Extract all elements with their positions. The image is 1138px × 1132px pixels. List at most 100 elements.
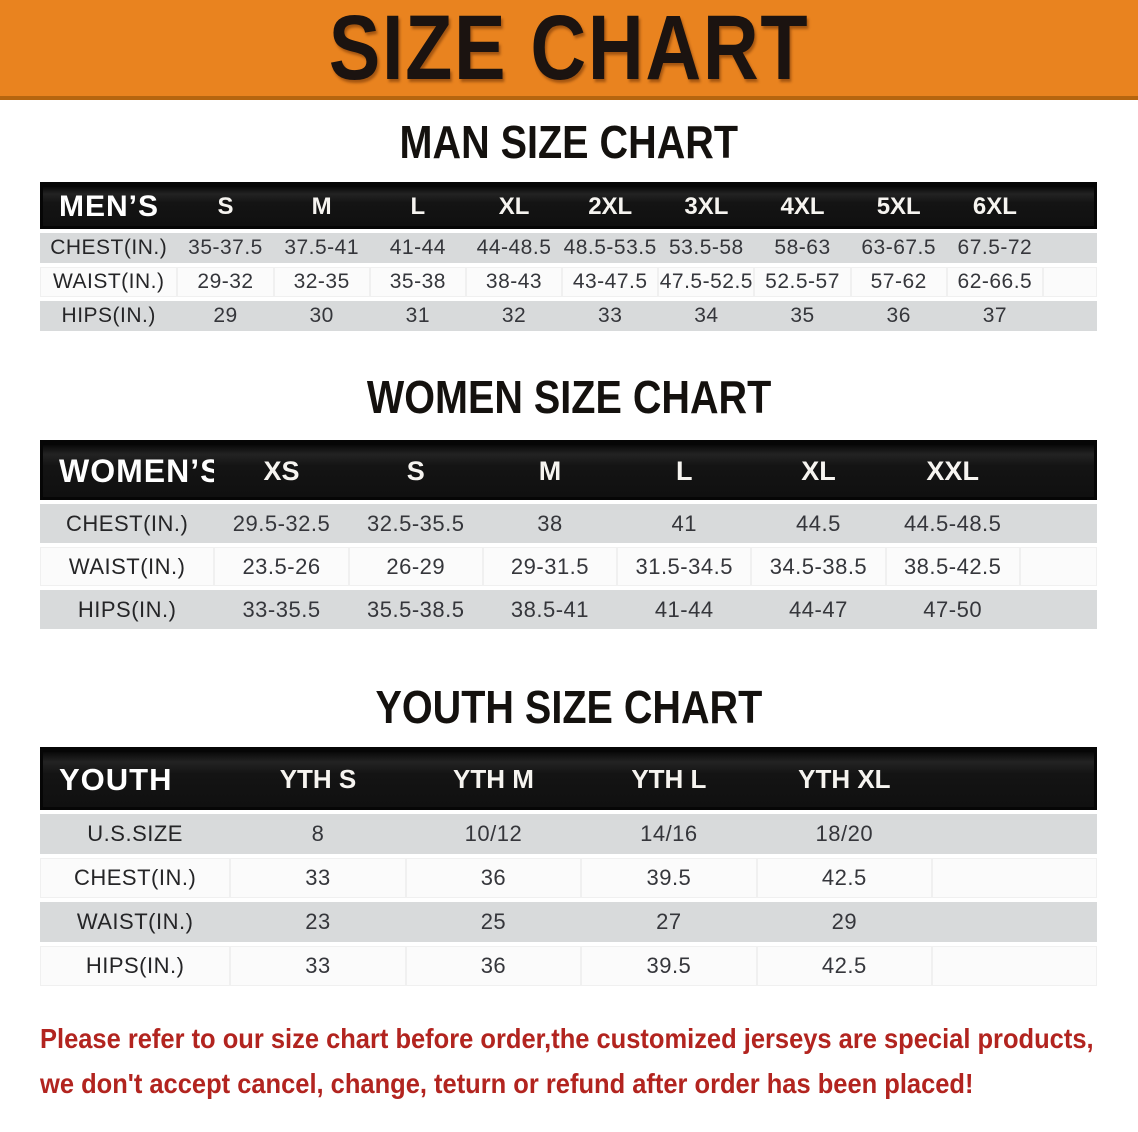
measurement-value: 47-50 (885, 590, 1020, 629)
spacer-cell (1042, 233, 1097, 263)
measurement-value: 29-32 (177, 267, 274, 297)
measurement-value: 14/16 (581, 814, 757, 854)
measurement-value: 37.5-41 (273, 233, 370, 263)
measurement-value: 41-44 (369, 233, 466, 263)
measurement-value: 39.5 (581, 858, 757, 898)
measurement-row: CHEST(IN.) 33 36 39.5 42.5 (40, 858, 1097, 898)
disclaimer: Please refer to our size chart before or… (40, 1016, 1138, 1106)
spacer-cell (1042, 301, 1097, 331)
measurement-value: 42.5 (756, 858, 933, 898)
measurement-value: 53.5-58 (658, 233, 755, 263)
measurement-value: 57-62 (850, 267, 947, 297)
measurement-value: 8 (230, 814, 406, 854)
measurement-value: 41 (617, 504, 752, 543)
measurement-value: 26-29 (348, 547, 483, 586)
measurement-value: 63-67.5 (850, 233, 947, 263)
spacer-cell (1019, 547, 1097, 586)
row-label: U.S.SIZE (40, 814, 231, 854)
size-column-header: YTH S (230, 747, 406, 810)
youth-section-heading-text: YOUTH SIZE CHART (375, 681, 763, 733)
row-label: CHEST(IN.) (40, 233, 178, 263)
measurement-value: 44.5 (751, 504, 886, 543)
spacer-cell (932, 747, 1097, 810)
size-column-header: S (177, 182, 274, 229)
size-column-header: XL (751, 440, 886, 500)
row-label: WAIST(IN.) (40, 547, 215, 586)
spacer-cell (1019, 590, 1097, 629)
measurement-row: WAIST(IN.) 29-32 32-35 35-38 38-43 43-47.5 47.… (40, 267, 1097, 297)
size-column-header: M (273, 182, 370, 229)
spacer-cell (1042, 267, 1097, 297)
measurement-value: 31.5-34.5 (617, 547, 752, 586)
size-column-header: YTH L (581, 747, 757, 810)
measurement-value: 10/12 (405, 814, 582, 854)
spacer-cell (932, 902, 1097, 942)
measurement-value: 36 (405, 858, 582, 898)
measurement-value: 32 (465, 301, 563, 331)
measurement-value: 42.5 (756, 946, 933, 986)
measurement-value: 36 (850, 301, 947, 331)
measurement-value: 38 (482, 504, 618, 543)
size-chart-banner: SIZE CHART (0, 0, 1138, 100)
size-column-header: L (617, 440, 752, 500)
measurement-value: 35.5-38.5 (348, 590, 483, 629)
measurement-value: 33 (230, 858, 406, 898)
measurement-value: 18/20 (756, 814, 933, 854)
measurement-value: 36 (405, 946, 582, 986)
table-header-row: YOUTH YTH S YTH M YTH L YTH XL (40, 747, 1097, 810)
measurement-value: 52.5-57 (754, 267, 851, 297)
table-header-row: MEN’S S M L XL 2XL 3XL 4XL 5XL 6XL (40, 182, 1097, 229)
table-group-label: WOMEN’S (40, 440, 215, 500)
measurement-value: 43-47.5 (562, 267, 659, 297)
spacer-cell (932, 858, 1097, 898)
measurement-value: 67.5-72 (946, 233, 1043, 263)
men-section-heading-text: MAN SIZE CHART (399, 116, 739, 168)
table-group-label: MEN’S (40, 182, 178, 229)
spacer-cell (1019, 440, 1097, 500)
measurement-value: 32-35 (273, 267, 370, 297)
row-label: HIPS(IN.) (40, 946, 231, 986)
measurement-value: 44-47 (751, 590, 886, 629)
disclaimer-line-2: we don't accept cancel, change, teturn o… (40, 1068, 974, 1099)
men-section-heading: MAN SIZE CHART (0, 116, 1138, 168)
page-title: SIZE CHART (328, 0, 810, 99)
size-column-header: XL (465, 182, 563, 229)
men-size-table: MEN’S S M L XL 2XL 3XL 4XL 5XL 6XL CHEST(IN.) 35-37… (40, 178, 1097, 335)
row-label: CHEST(IN.) (40, 504, 215, 543)
measurement-value: 39.5 (581, 946, 757, 986)
measurement-value: 32.5-35.5 (348, 504, 483, 543)
row-label: HIPS(IN.) (40, 590, 215, 629)
measurement-value: 33 (562, 301, 659, 331)
measurement-row: U.S.SIZE 8 10/12 14/16 18/20 (40, 814, 1097, 854)
measurement-value: 62-66.5 (946, 267, 1043, 297)
size-column-header: L (369, 182, 466, 229)
spacer-cell (932, 946, 1097, 986)
row-label: WAIST(IN.) (40, 267, 178, 297)
women-section-heading: WOMEN SIZE CHART (0, 371, 1138, 423)
measurement-value: 41-44 (617, 590, 752, 629)
spacer-cell (932, 814, 1097, 854)
measurement-value: 29 (177, 301, 274, 331)
measurement-value: 29 (756, 902, 933, 942)
measurement-value: 35 (754, 301, 851, 331)
measurement-row: WAIST(IN.) 23 25 27 29 (40, 902, 1097, 942)
disclaimer-line-1: Please refer to our size chart before or… (40, 1023, 1094, 1054)
spacer-cell (1019, 504, 1097, 543)
measurement-value: 33-35.5 (214, 590, 349, 629)
size-column-header: YTH M (405, 747, 582, 810)
measurement-value: 29.5-32.5 (214, 504, 349, 543)
measurement-value: 58-63 (754, 233, 851, 263)
size-column-header: S (348, 440, 483, 500)
measurement-value: 27 (581, 902, 757, 942)
measurement-value: 31 (369, 301, 466, 331)
measurement-row: HIPS(IN.) 33 36 39.5 42.5 (40, 946, 1097, 986)
measurement-value: 38.5-41 (482, 590, 618, 629)
measurement-value: 29-31.5 (482, 547, 618, 586)
measurement-value: 34 (658, 301, 755, 331)
size-column-header: 3XL (658, 182, 755, 229)
size-column-header: XS (214, 440, 349, 500)
size-column-header: 6XL (946, 182, 1043, 229)
measurement-row: CHEST(IN.) 35-37.5 37.5-41 41-44 44-48.5 48.5… (40, 233, 1097, 263)
row-label: HIPS(IN.) (40, 301, 178, 331)
size-column-header: YTH XL (756, 747, 933, 810)
